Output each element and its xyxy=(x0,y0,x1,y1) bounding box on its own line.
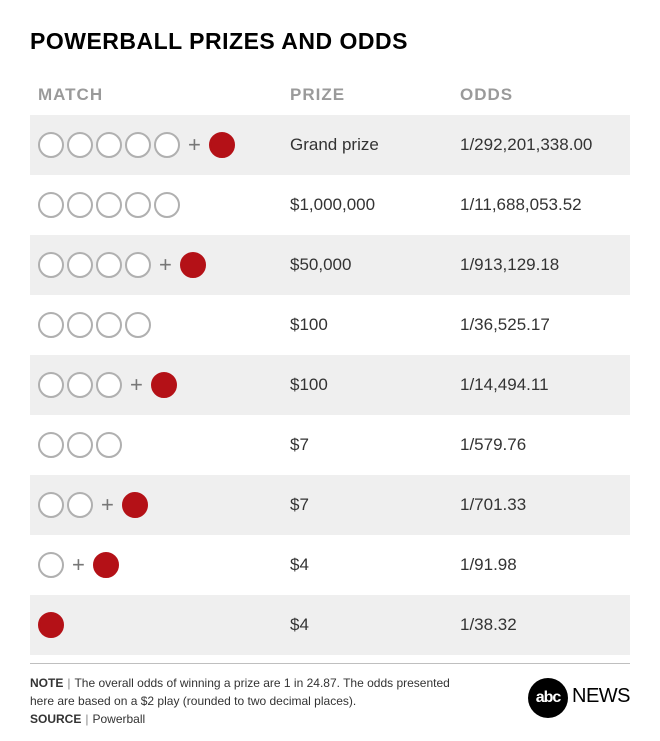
abc-news-logo: abc NEWS xyxy=(528,674,630,718)
table-row: $71/579.76 xyxy=(30,415,630,475)
white-ball-icon xyxy=(38,312,64,338)
match-cell: + xyxy=(30,132,290,158)
match-cell: + xyxy=(30,492,290,518)
column-header-prize: PRIZE xyxy=(290,85,460,105)
odds-cell: 1/701.33 xyxy=(460,495,630,515)
abc-logo-news-text: NEWS xyxy=(572,685,630,708)
white-ball-icon xyxy=(38,552,64,578)
ball-group xyxy=(38,312,290,338)
prize-cell: $4 xyxy=(290,555,460,575)
white-ball-icon xyxy=(67,252,93,278)
white-ball-icon xyxy=(125,132,151,158)
note-label: NOTE xyxy=(30,676,63,690)
plus-icon: + xyxy=(188,132,201,158)
odds-cell: 1/579.76 xyxy=(460,435,630,455)
ball-group: + xyxy=(38,552,290,578)
white-ball-icon xyxy=(96,252,122,278)
plus-icon: + xyxy=(72,552,85,578)
table-row: + $71/701.33 xyxy=(30,475,630,535)
footer-divider: NOTE|The overall odds of winning a prize… xyxy=(30,663,630,728)
prize-cell: $7 xyxy=(290,435,460,455)
table-body: +Grand prize1/292,201,338.00$1,000,0001/… xyxy=(30,115,630,655)
white-ball-icon xyxy=(96,312,122,338)
white-ball-icon xyxy=(38,132,64,158)
match-cell: + xyxy=(30,372,290,398)
ball-group: + xyxy=(38,252,290,278)
table-row: + $1001/14,494.11 xyxy=(30,355,630,415)
white-ball-icon xyxy=(125,312,151,338)
white-ball-icon xyxy=(96,192,122,218)
white-ball-icon xyxy=(67,132,93,158)
column-header-match: MATCH xyxy=(30,85,290,105)
table-header: MATCH PRIZE ODDS xyxy=(30,73,630,115)
white-ball-icon xyxy=(38,432,64,458)
white-ball-icon xyxy=(125,192,151,218)
odds-cell: 1/292,201,338.00 xyxy=(460,135,630,155)
prize-cell: $100 xyxy=(290,375,460,395)
white-ball-icon xyxy=(67,492,93,518)
ball-group: + xyxy=(38,132,290,158)
white-ball-icon xyxy=(67,192,93,218)
column-header-odds: ODDS xyxy=(460,85,630,105)
prize-cell: Grand prize xyxy=(290,135,460,155)
match-cell xyxy=(30,192,290,218)
ball-group xyxy=(38,612,290,638)
white-ball-icon xyxy=(96,432,122,458)
match-cell xyxy=(30,612,290,638)
odds-cell: 1/38.32 xyxy=(460,615,630,635)
odds-cell: 1/91.98 xyxy=(460,555,630,575)
white-ball-icon xyxy=(67,312,93,338)
red-ball-icon xyxy=(122,492,148,518)
match-cell: + xyxy=(30,252,290,278)
plus-icon: + xyxy=(101,492,114,518)
odds-cell: 1/913,129.18 xyxy=(460,255,630,275)
table-row: $41/38.32 xyxy=(30,595,630,655)
table-row: + $41/91.98 xyxy=(30,535,630,595)
white-ball-icon xyxy=(154,132,180,158)
white-ball-icon xyxy=(38,252,64,278)
footer-notes: NOTE|The overall odds of winning a prize… xyxy=(30,674,450,728)
table-row: + $50,0001/913,129.18 xyxy=(30,235,630,295)
plus-icon: + xyxy=(159,252,172,278)
plus-icon: + xyxy=(130,372,143,398)
white-ball-icon xyxy=(67,432,93,458)
red-ball-icon xyxy=(180,252,206,278)
white-ball-icon xyxy=(38,372,64,398)
white-ball-icon xyxy=(125,252,151,278)
red-ball-icon xyxy=(38,612,64,638)
red-ball-icon xyxy=(151,372,177,398)
white-ball-icon xyxy=(38,492,64,518)
match-cell xyxy=(30,432,290,458)
prize-cell: $4 xyxy=(290,615,460,635)
prize-cell: $1,000,000 xyxy=(290,195,460,215)
source-text: Powerball xyxy=(92,712,145,726)
match-cell: + xyxy=(30,552,290,578)
ball-group xyxy=(38,432,290,458)
white-ball-icon xyxy=(96,372,122,398)
table-row: $1,000,0001/11,688,053.52 xyxy=(30,175,630,235)
white-ball-icon xyxy=(96,132,122,158)
page-title: POWERBALL PRIZES AND ODDS xyxy=(30,28,630,55)
ball-group: + xyxy=(38,372,290,398)
odds-cell: 1/14,494.11 xyxy=(460,375,630,395)
match-cell xyxy=(30,312,290,338)
white-ball-icon xyxy=(38,192,64,218)
odds-cell: 1/11,688,053.52 xyxy=(460,195,630,215)
ball-group: + xyxy=(38,492,290,518)
table-row: + Grand prize1/292,201,338.00 xyxy=(30,115,630,175)
table-row: $1001/36,525.17 xyxy=(30,295,630,355)
odds-cell: 1/36,525.17 xyxy=(460,315,630,335)
ball-group xyxy=(38,192,290,218)
source-label: SOURCE xyxy=(30,712,81,726)
abc-logo-circle: abc xyxy=(528,678,568,718)
prize-cell: $7 xyxy=(290,495,460,515)
red-ball-icon xyxy=(209,132,235,158)
white-ball-icon xyxy=(154,192,180,218)
white-ball-icon xyxy=(67,372,93,398)
prize-cell: $50,000 xyxy=(290,255,460,275)
prize-cell: $100 xyxy=(290,315,460,335)
red-ball-icon xyxy=(93,552,119,578)
note-text: The overall odds of winning a prize are … xyxy=(30,676,450,708)
